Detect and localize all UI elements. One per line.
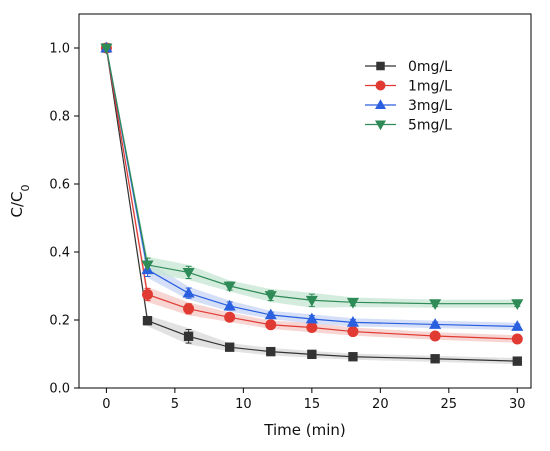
marker-0mg-l-7 bbox=[430, 354, 440, 364]
marker-5mg-l-0 bbox=[100, 43, 113, 55]
x-tick-label-15: 15 bbox=[304, 397, 321, 412]
marker-1mg-l-7 bbox=[429, 330, 441, 342]
marker-0mg-l-2 bbox=[183, 331, 194, 341]
marker-1mg-l-4 bbox=[265, 319, 277, 331]
marker-0mg-l-1 bbox=[142, 316, 153, 326]
legend-label-3mg-l: 3mg/L bbox=[408, 98, 452, 114]
x-tick-label-20: 20 bbox=[372, 397, 389, 412]
marker-1mg-l-6 bbox=[347, 326, 359, 338]
marker-3mg-l-5 bbox=[305, 312, 318, 324]
y-axis-ticks: 0.0 0.2 0.4 0.6 0.8 1.0 bbox=[49, 42, 79, 397]
x-tick-label-5: 5 bbox=[171, 397, 179, 412]
marker-5mg-l-4 bbox=[264, 291, 277, 302]
marker-0mg-l-5 bbox=[307, 349, 317, 360]
marker-0mg-l-6 bbox=[348, 352, 358, 362]
marker-1mg-l-3 bbox=[224, 311, 236, 323]
legend-item-5mg-l: 5mg/L bbox=[365, 118, 452, 134]
y-tick-label-5: 1.0 bbox=[49, 42, 70, 57]
y-tick-label-3: 0.6 bbox=[49, 178, 70, 193]
legend-marker bbox=[375, 80, 386, 91]
x-tick-label-10: 10 bbox=[235, 397, 252, 412]
marker-5mg-l-3 bbox=[223, 281, 236, 293]
marker-3mg-l-2 bbox=[182, 286, 195, 298]
marker-5mg-l-2 bbox=[182, 268, 195, 279]
legend: 0mg/L 1mg/L 3mg/L 5mg/L bbox=[365, 59, 452, 134]
marker-5mg-l-1 bbox=[141, 260, 154, 272]
marker-1mg-l-1 bbox=[141, 289, 153, 300]
legend-marker bbox=[376, 61, 385, 71]
marker-5mg-l-6 bbox=[346, 297, 359, 309]
marker-1mg-l-5 bbox=[306, 321, 318, 333]
y-axis-title-main: C/C bbox=[8, 191, 26, 217]
legend-marker bbox=[375, 99, 386, 109]
x-axis-title: Time (min) bbox=[263, 421, 345, 439]
y-tick-label-2: 0.4 bbox=[49, 246, 70, 261]
series-band-3mg-l bbox=[106, 46, 518, 331]
legend-item-0mg-l: 0mg/L bbox=[365, 59, 452, 75]
marker-0mg-l-3 bbox=[224, 342, 235, 352]
y-tick-label-1: 0.2 bbox=[49, 314, 70, 329]
marker-0mg-l-8 bbox=[512, 356, 522, 366]
marker-1mg-l-8 bbox=[511, 333, 523, 345]
marker-3mg-l-4 bbox=[264, 308, 277, 320]
legend-item-3mg-l: 3mg/L bbox=[365, 98, 452, 114]
y-tick-label-0: 0.0 bbox=[49, 382, 70, 397]
marker-5mg-l-8 bbox=[511, 299, 524, 311]
x-tick-label-30: 30 bbox=[509, 397, 526, 412]
x-tick-label-0: 0 bbox=[102, 397, 110, 412]
data-markers bbox=[100, 41, 524, 366]
marker-3mg-l-8 bbox=[511, 320, 524, 331]
marker-5mg-l-7 bbox=[429, 299, 442, 311]
plot-frame bbox=[78, 13, 532, 389]
legend-item-1mg-l: 1mg/L bbox=[365, 79, 452, 95]
marker-3mg-l-7 bbox=[429, 318, 442, 329]
x-tick-label-25: 25 bbox=[441, 397, 458, 412]
marker-1mg-l-2 bbox=[183, 303, 195, 315]
legend-label-5mg-l: 5mg/L bbox=[408, 118, 452, 134]
y-axis-title-subscript: 0 bbox=[19, 184, 32, 191]
legend-label-0mg-l: 0mg/L bbox=[408, 59, 452, 75]
marker-3mg-l-3 bbox=[223, 299, 236, 311]
legend-label-1mg-l: 1mg/L bbox=[408, 79, 452, 95]
x-axis-ticks: 0 5 10 15 20 25 30 bbox=[102, 388, 526, 412]
marker-3mg-l-6 bbox=[346, 316, 359, 327]
marker-5mg-l-5 bbox=[305, 295, 318, 307]
legend-marker bbox=[375, 120, 386, 131]
marker-0mg-l-4 bbox=[266, 346, 276, 357]
y-axis-title: C/C0 bbox=[8, 184, 32, 217]
y-tick-label-4: 0.8 bbox=[49, 110, 70, 125]
